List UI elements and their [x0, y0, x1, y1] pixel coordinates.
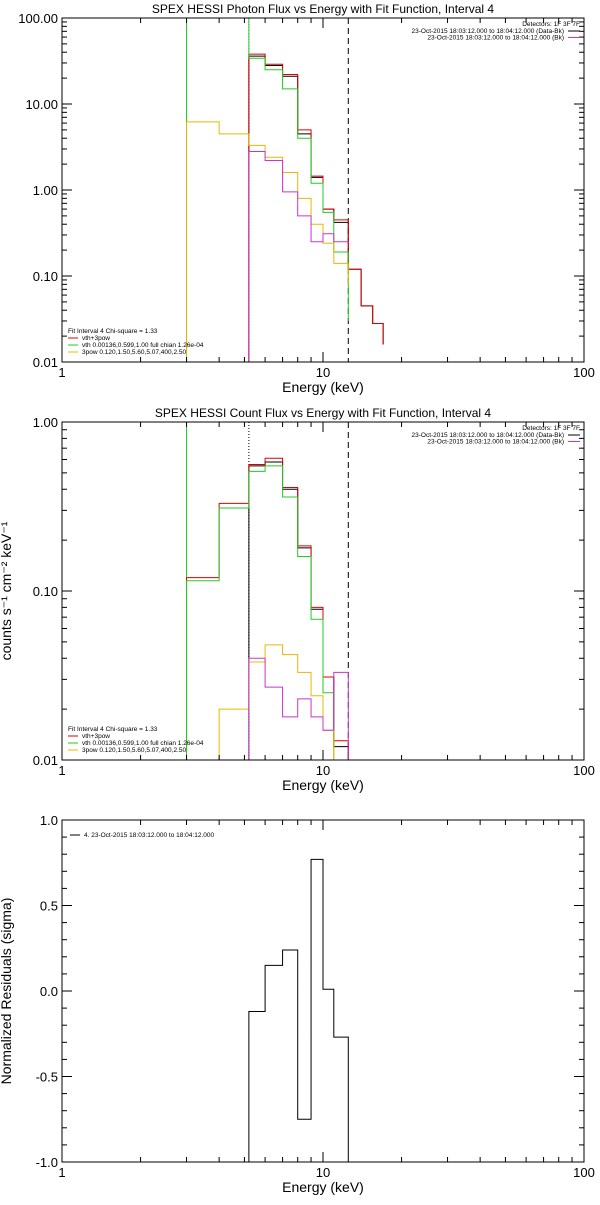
- x-tick-label: 10: [316, 365, 330, 380]
- legend-entry-label: 23-Oct-2015 18:03:12.000 to 18:04:12.000…: [412, 28, 565, 35]
- y-tick-label: 1.00: [33, 415, 58, 430]
- y-tick-label: -1.0: [36, 1155, 58, 1170]
- y-tick-label: 0.10: [33, 584, 58, 599]
- y-axis-label: Normalized Residuals (sigma): [0, 898, 14, 1085]
- chart-2: SPEX HESSI Count Flux vs Energy with Fit…: [0, 406, 595, 793]
- legend-header: Detectors: 1F 3F 7F: [522, 425, 580, 432]
- chart-1: SPEX HESSI Photon Flux vs Energy with Fi…: [18, 2, 595, 395]
- x-tick-label: 1: [58, 365, 65, 380]
- series-data-line: [248, 55, 384, 362]
- series-background-line: [248, 657, 349, 760]
- series-3pow-line: [186, 644, 349, 760]
- legend-entry-label: vth+3pow: [82, 335, 110, 342]
- plot-area: [186, 422, 349, 760]
- x-tick-label: 100: [573, 365, 595, 380]
- legend-entry-label: vth+3pow: [82, 733, 110, 740]
- legend-entry-label: 23-Oct-2015 18:03:12.000 to 18:04:12.000…: [427, 35, 564, 42]
- x-axis-label: Energy (keV): [282, 1179, 364, 1195]
- series-background-line: [248, 151, 349, 362]
- y-tick-label: 10.00: [25, 97, 58, 112]
- plot-area: [248, 858, 349, 1162]
- legend-entry-label: vth 0.00136,0.599,1.00 full chian 1.26e-…: [82, 342, 204, 349]
- x-tick-label: 10: [316, 1165, 330, 1180]
- legend-entry-label: 23-Oct-2015 18:03:12.000 to 18:04:12.000…: [427, 439, 564, 446]
- legend-bottom-left: Fit Interval 4 Chi-square = 1.33vth+3pow…: [68, 726, 204, 754]
- chart-title: SPEX HESSI Count Flux vs Energy with Fit…: [155, 406, 491, 420]
- plot-area: [186, 18, 384, 362]
- legend-header: Detectors: 1F 3F 7F: [522, 21, 580, 28]
- chart-3: 1 10 100 Energy (keV) -1.0 -0.5 0.0 0.5 1.0 Norma…: [0, 813, 595, 1195]
- series-model-line: [186, 457, 349, 760]
- y-tick-label: 1.00: [33, 183, 58, 198]
- legend-top-left: 4. 23-Oct-2015 18:03:12.000 to 18:04:12.…: [70, 832, 214, 839]
- legend-entry-label: 3pow 0.120,1.50,5.60,5.07,400,2.50: [82, 349, 186, 356]
- x-axis-label: Energy (keV): [282, 379, 364, 395]
- series-3pow-line: [186, 121, 349, 362]
- legend-entry-label: 23-Oct-2015 18:03:12.000 to 18:04:12.000…: [412, 432, 565, 439]
- series-residuals-line: [248, 858, 349, 1162]
- y-axis-label: counts s⁻¹ cm⁻² keV⁻¹: [0, 521, 14, 660]
- legend-entry-label: vth 0.00136,0.599,1.00 full chian 1.26e-…: [82, 740, 204, 747]
- chart-title: SPEX HESSI Photon Flux vs Energy with Fi…: [152, 2, 494, 16]
- x-tick-label: 1: [58, 1165, 65, 1180]
- x-tick-label: 10: [316, 763, 330, 778]
- x-axis-label: Energy (keV): [282, 777, 364, 793]
- legend-entry-label: 3pow 0.120,1.50,5.60,5.07,400,2.50: [82, 747, 186, 754]
- series-vth-line: [186, 465, 349, 760]
- x-tick-label: 100: [573, 1165, 595, 1180]
- x-tick-label: 1: [58, 763, 65, 778]
- legend-header: Fit Interval 4 Chi-square = 1.33: [68, 726, 158, 733]
- legend-header: Fit Interval 4 Chi-square = 1.33: [68, 328, 158, 335]
- x-tick-label: 100: [573, 763, 595, 778]
- series-vth-line: [186, 18, 349, 362]
- y-tick-label: -0.5: [36, 1070, 58, 1085]
- series-model-line: [248, 53, 384, 362]
- y-tick-label: 0.0: [40, 984, 58, 999]
- y-tick-label: 0.01: [33, 355, 58, 370]
- y-tick-label: 100.00: [18, 11, 58, 26]
- y-tick-label: 0.10: [33, 269, 58, 284]
- legend-bottom-left: Fit Interval 4 Chi-square = 1.33vth+3pow…: [68, 328, 204, 356]
- y-tick-label: 0.01: [33, 753, 58, 768]
- legend-entry-label: 4. 23-Oct-2015 18:03:12.000 to 18:04:12.…: [84, 832, 214, 839]
- y-tick-label: 0.5: [40, 899, 58, 914]
- y-tick-label: 1.0: [40, 813, 58, 828]
